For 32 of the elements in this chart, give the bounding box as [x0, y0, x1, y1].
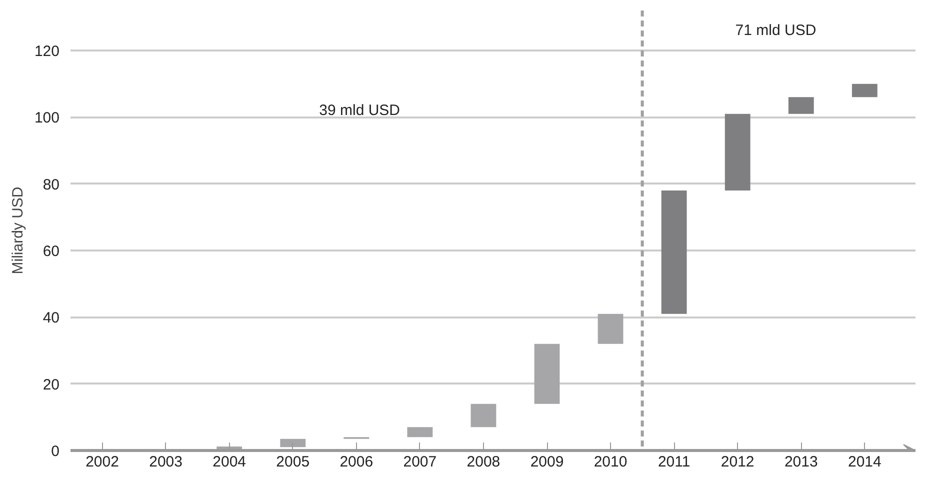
bar — [598, 314, 624, 344]
x-tick-label: 2002 — [86, 454, 119, 470]
x-tick-label: 2010 — [594, 454, 628, 470]
bar — [280, 438, 306, 448]
x-tick-label: 2012 — [720, 454, 754, 470]
x-tick-label: 2013 — [784, 454, 818, 470]
y-tick-label: 40 — [42, 310, 60, 327]
bar — [724, 114, 750, 190]
y-axis-title: Miliardy USD — [9, 186, 26, 274]
x-tick-label: 2007 — [403, 454, 437, 470]
annotation: 71 mld USD — [735, 22, 816, 39]
y-tick-label: 20 — [42, 376, 60, 394]
x-tick-label: 2009 — [530, 454, 564, 470]
y-tick-label: 80 — [42, 176, 60, 194]
x-tick-label: 2005 — [276, 454, 310, 470]
y-tick-label: 0 — [51, 443, 60, 460]
x-tick-label: 2004 — [212, 454, 246, 470]
bar — [470, 404, 496, 428]
x-tick-label: 2003 — [149, 454, 182, 470]
bar — [788, 97, 814, 114]
x-tick-label: 2006 — [340, 454, 374, 470]
bar — [661, 190, 687, 314]
bar — [852, 84, 878, 98]
bar — [407, 427, 433, 438]
y-tick-label: 100 — [34, 110, 60, 127]
bar — [534, 344, 560, 404]
y-tick-label: 120 — [34, 43, 60, 60]
x-tick-label: 2011 — [658, 454, 690, 470]
x-tick-label: 2014 — [848, 454, 882, 470]
y-tick-label: 60 — [42, 243, 60, 260]
x-tick-label: 2008 — [466, 454, 500, 470]
annotation: 39 mld USD — [319, 102, 400, 119]
